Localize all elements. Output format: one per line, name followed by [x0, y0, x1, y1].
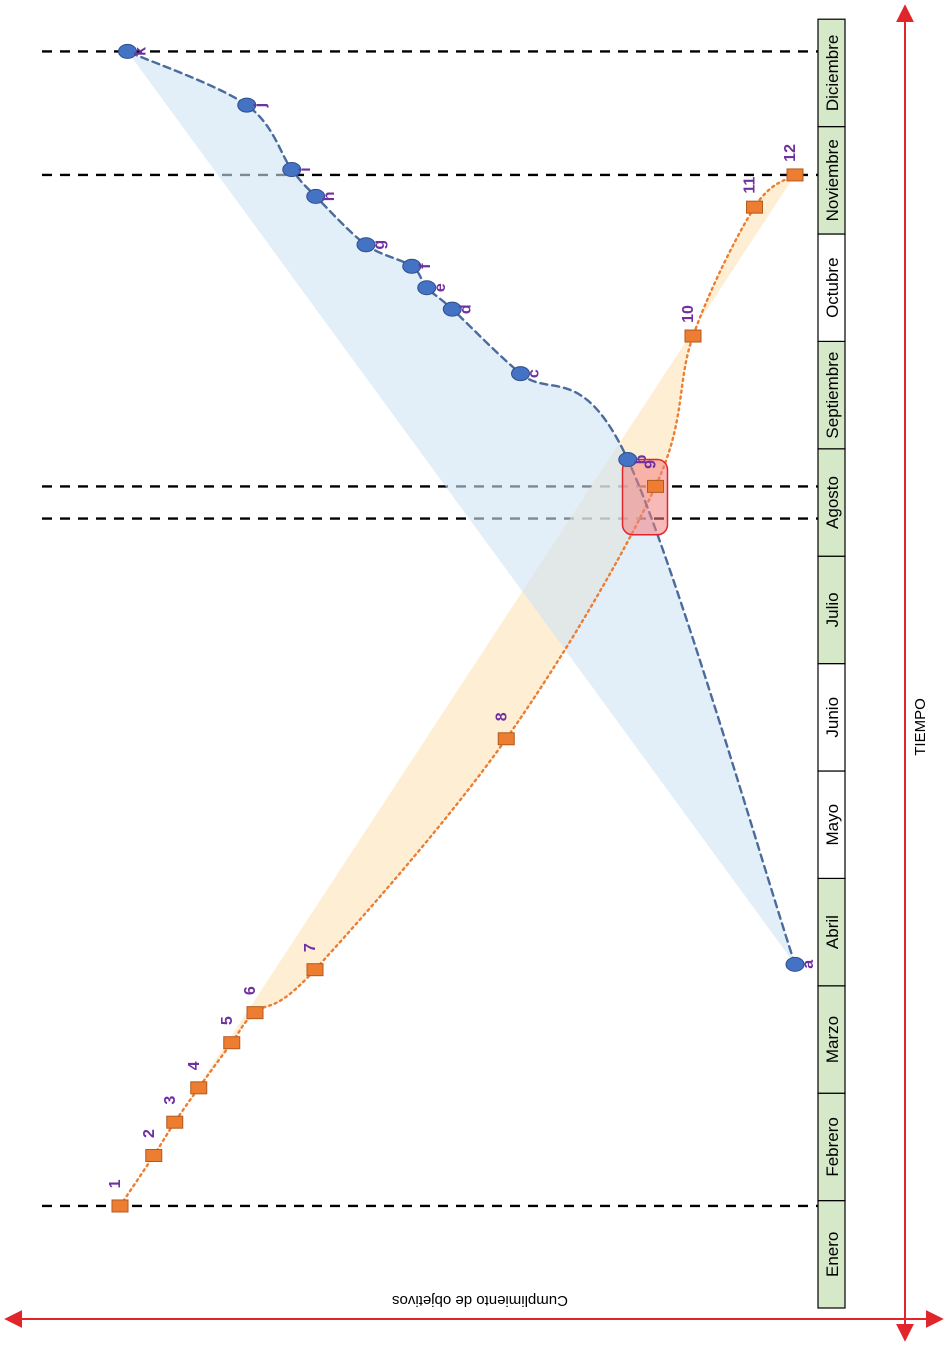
point-12 [786, 168, 804, 182]
point-label-g: g [371, 240, 388, 250]
point-label-12: 12 [782, 144, 799, 162]
point-2 [145, 1148, 163, 1162]
series-markers [111, 43, 805, 1213]
series-2-area [127, 51, 795, 965]
month-cell-septiembre [817, 340, 846, 450]
point-3 [166, 1115, 184, 1129]
point-10 [684, 329, 702, 343]
point-11 [746, 200, 763, 214]
point-1 [111, 1199, 129, 1213]
point-b [618, 452, 638, 468]
series-lines [118, 50, 797, 1208]
month-label-diciembre: Diciembre [823, 35, 842, 112]
point-7 [306, 963, 324, 977]
point-label-k: k [133, 47, 150, 56]
month-label-julio: Julio [823, 592, 842, 627]
month-cell-junio [817, 662, 846, 772]
month-label-agosto: Agosto [823, 476, 842, 529]
point-5 [223, 1036, 241, 1050]
point-6 [246, 1006, 264, 1020]
point-label-a: a [800, 960, 817, 969]
point-k [118, 43, 137, 59]
axis-arrows [4, 4, 944, 1342]
series-1-line [118, 173, 797, 1208]
series-areas [120, 51, 795, 1206]
point-d [442, 301, 462, 317]
point-label-b: b [633, 454, 650, 464]
point-label-4: 4 [186, 1061, 203, 1070]
month-cell-abril [817, 877, 846, 987]
point-label-2: 2 [141, 1129, 158, 1138]
point-c [511, 366, 530, 382]
point-label-d: d [457, 304, 474, 314]
point-f [402, 258, 422, 274]
point-label-10: 10 [680, 305, 697, 323]
month-strip: Enero Febrero Marzo Abril Mayo Junio Julio Agos… [817, 18, 846, 1309]
month-label-octubre: Octubre [823, 257, 842, 317]
point-label-c: c [526, 369, 543, 378]
month-cell-noviembre [817, 125, 846, 235]
point-label-f: f [417, 263, 434, 269]
point-label-7: 7 [302, 943, 319, 952]
highlight-layer [621, 458, 669, 536]
month-cell-enero [817, 1199, 846, 1309]
point-label-1: 1 [107, 1179, 124, 1188]
month-label-septiembre: Septiembre [823, 352, 842, 439]
reference-lines [42, 50, 818, 1208]
month-label-mayo: Mayo [823, 804, 842, 846]
month-cell-agosto [817, 448, 846, 557]
series-1-area [120, 174, 795, 1206]
month-label-abril: Abril [823, 915, 842, 949]
point-label-e: e [432, 283, 449, 292]
month-label-enero: Enero [823, 1232, 842, 1277]
month-cell-julio [817, 555, 846, 665]
point-label-3: 3 [162, 1096, 179, 1105]
month-label-marzo: Marzo [823, 1016, 842, 1063]
point-label-h: h [321, 192, 338, 202]
point-label-11: 11 [742, 177, 759, 194]
point-8 [497, 732, 515, 746]
point-label-j: j [252, 103, 269, 108]
point-label-i: i [297, 167, 314, 171]
point-g [356, 237, 376, 253]
point-h [306, 188, 326, 204]
point-label-5: 5 [219, 1016, 236, 1025]
point-a [785, 956, 805, 972]
point-j [237, 97, 257, 113]
x-axis-title: TIEMPO [912, 698, 929, 756]
month-cell-diciembre [817, 18, 846, 128]
point-label-8: 8 [493, 712, 510, 721]
month-cell-marzo [817, 985, 846, 1094]
point-4 [190, 1081, 208, 1095]
crossing-highlight-box [621, 458, 669, 536]
point-i [282, 162, 302, 178]
month-label-noviembre: Noviembre [823, 139, 842, 221]
y-axis-title: Cumplimiento de objetivos [392, 1292, 568, 1309]
point-label-9: 9 [643, 460, 660, 469]
point-e [417, 280, 437, 296]
point-9 [647, 479, 664, 493]
month-label-febrero: Febrero [823, 1117, 842, 1177]
point-label-6: 6 [242, 986, 259, 995]
month-label-junio: Junio [823, 697, 842, 738]
